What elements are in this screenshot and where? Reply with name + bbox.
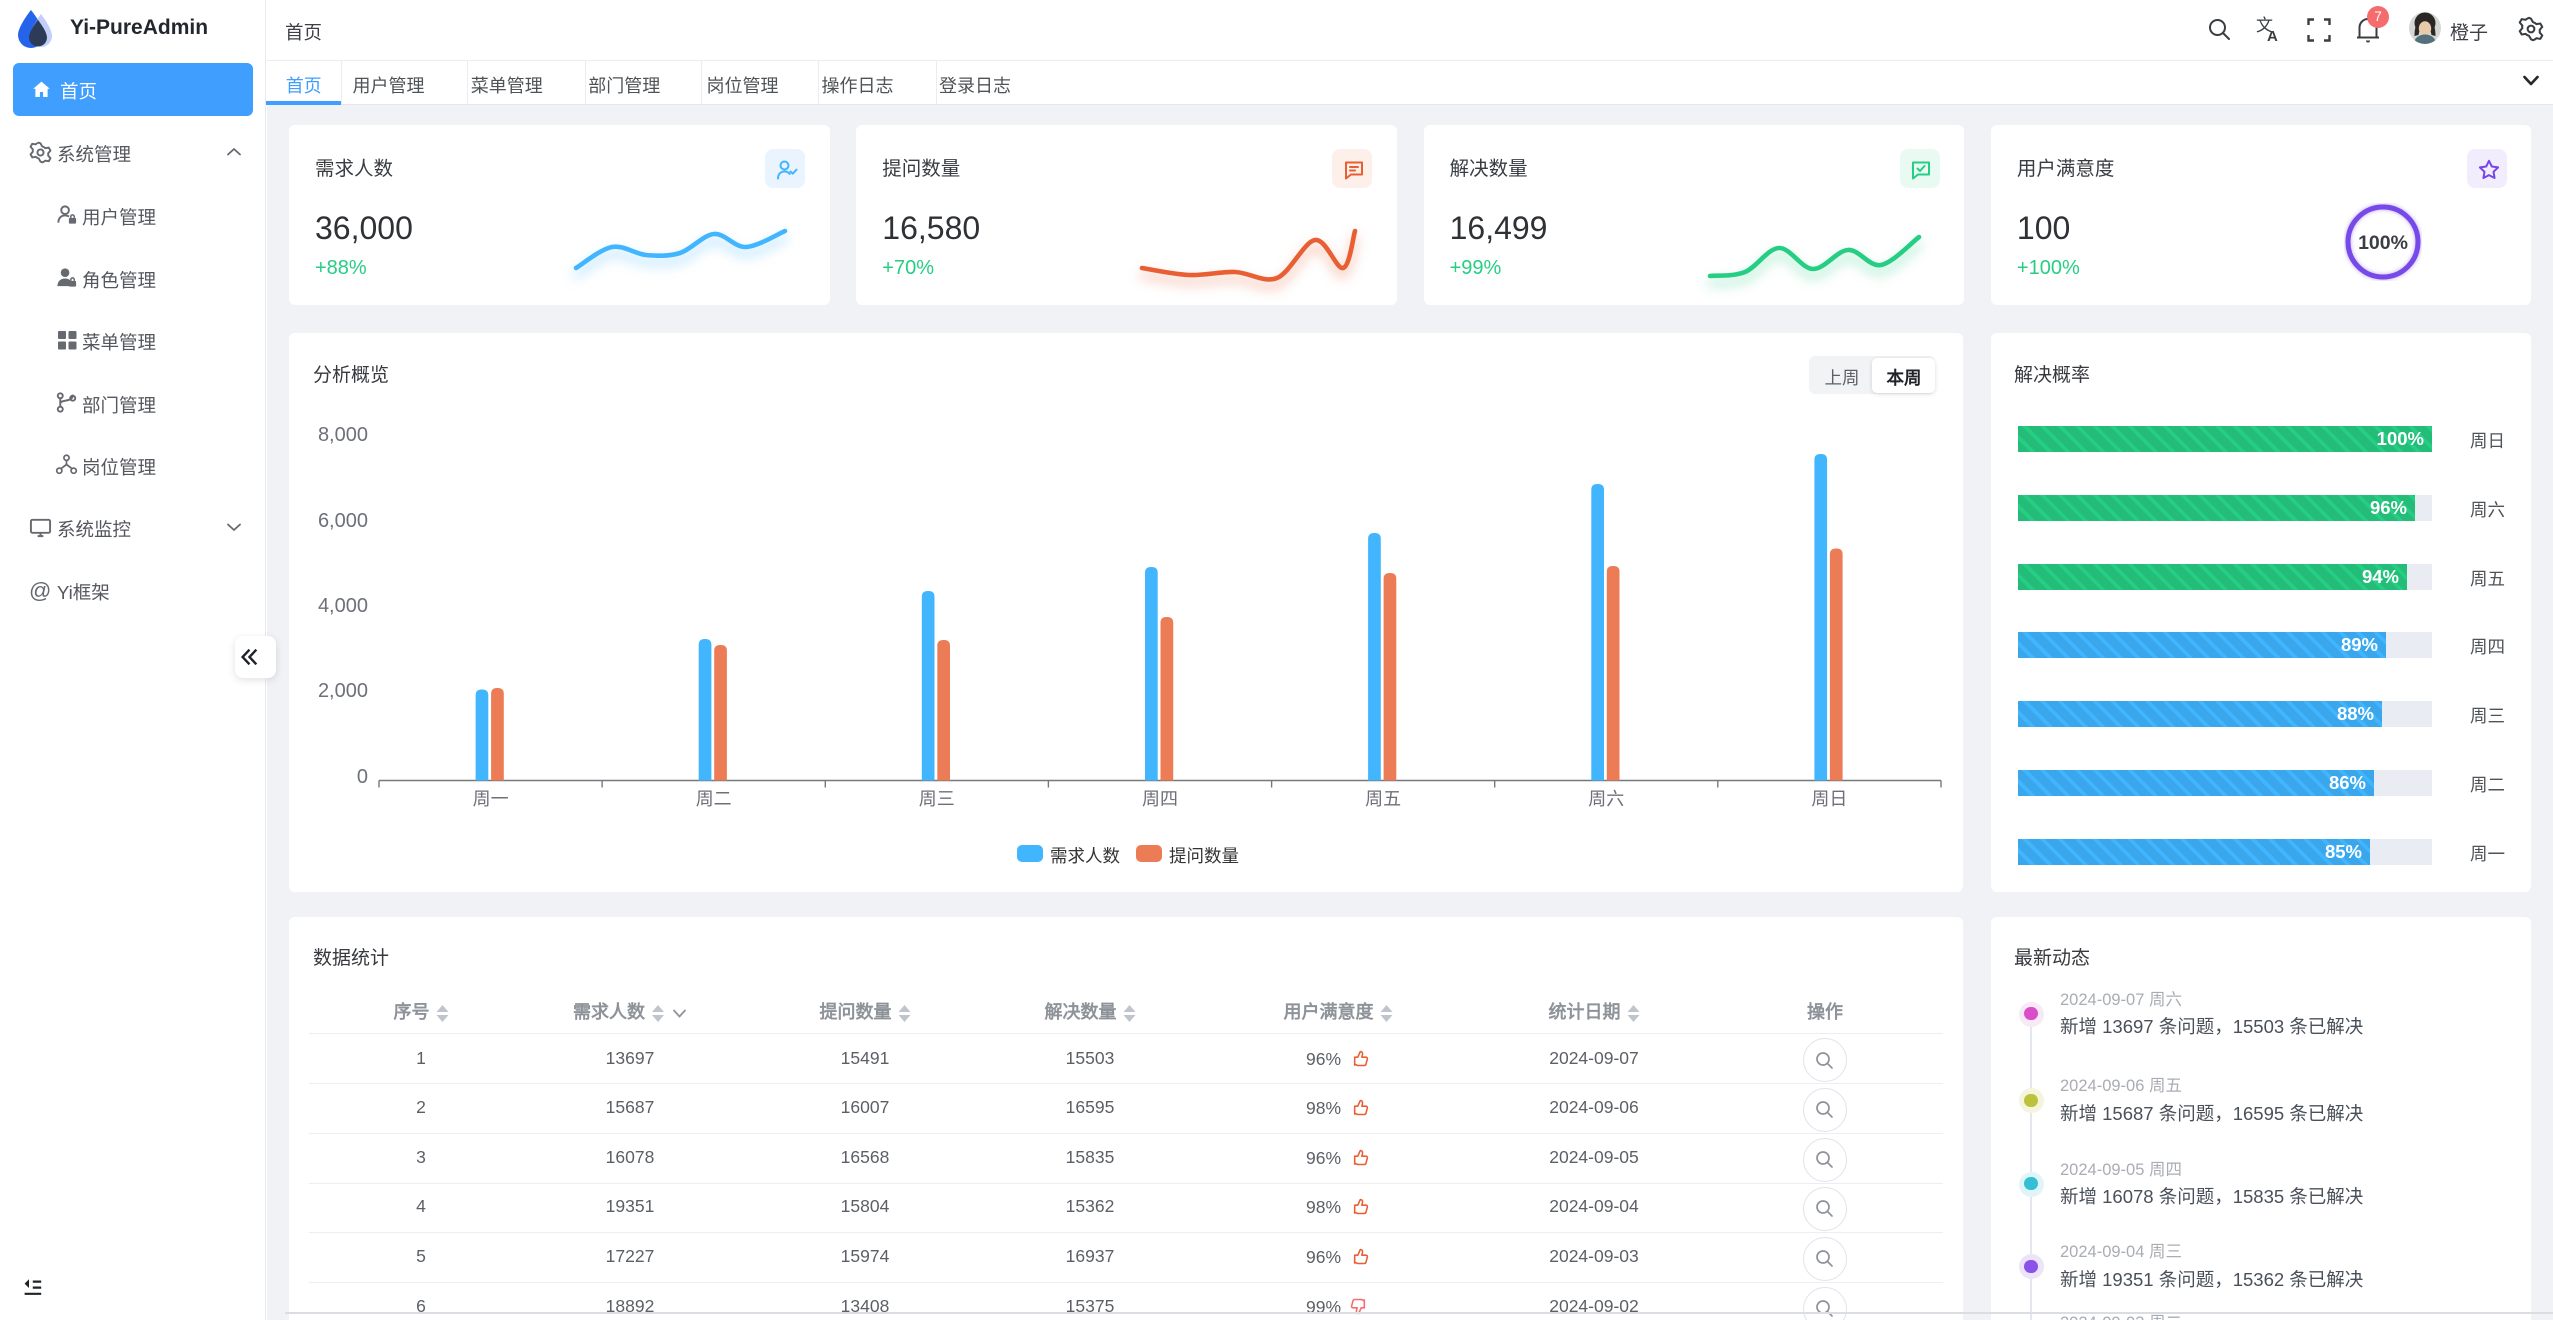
svg-text:8,000: 8,000 [318, 424, 368, 446]
svg-text:100%: 100% [2358, 232, 2408, 254]
svg-text:周一: 周一 [473, 789, 509, 809]
svg-text:周二: 周二 [696, 789, 732, 809]
svg-text:周六: 周六 [1588, 789, 1624, 809]
svg-text:0: 0 [357, 766, 368, 788]
svg-text:4,000: 4,000 [318, 595, 368, 617]
svg-text:2,000: 2,000 [318, 680, 368, 702]
svg-text:周三: 周三 [919, 789, 955, 809]
svg-text:周日: 周日 [1811, 789, 1847, 809]
svg-text:6,000: 6,000 [318, 510, 368, 532]
svg-text:周五: 周五 [1365, 789, 1401, 809]
svg-text:文: 文 [2256, 16, 2273, 35]
svg-text:周四: 周四 [1142, 789, 1178, 809]
svg-text:A: A [2267, 28, 2278, 43]
